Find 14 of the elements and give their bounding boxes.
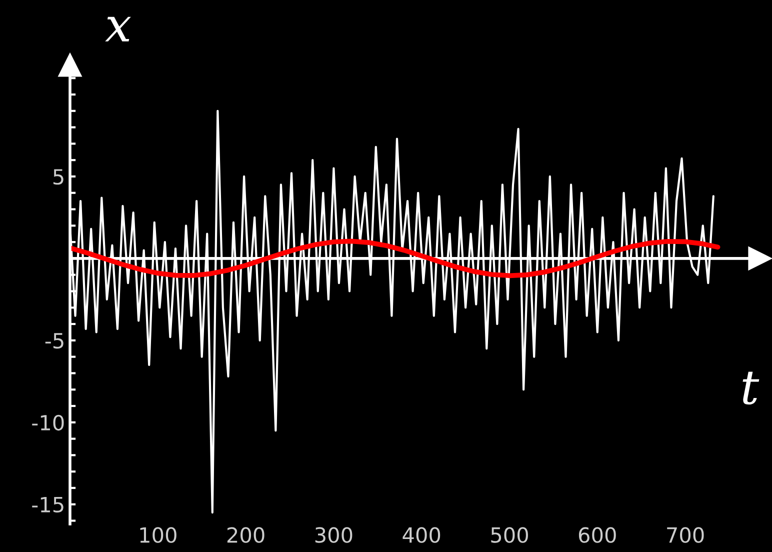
x-tick-label: 400 — [402, 527, 440, 543]
line-series — [70, 238, 720, 278]
x-tick-label: 500 — [491, 527, 528, 543]
y-axis-title: x — [105, 16, 131, 42]
y-tick-label: 5 — [53, 169, 64, 185]
y-tick-label: -5 — [45, 333, 64, 349]
y-tick-label: -10 — [32, 414, 64, 431]
x-tick-label: 300 — [315, 527, 352, 543]
x-tick-label: 600 — [578, 527, 616, 543]
y-tick-label: -15 — [32, 497, 64, 513]
x-tick-label: 200 — [227, 527, 264, 543]
x-tick-label: 700 — [667, 527, 704, 543]
x-axis-title: t — [742, 372, 760, 404]
x-tick-label: 100 — [140, 527, 176, 543]
